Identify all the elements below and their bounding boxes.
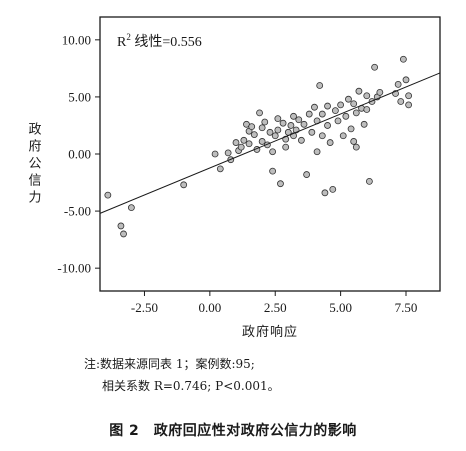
scatter-point	[329, 185, 337, 193]
scatter-point	[350, 100, 358, 108]
scatter-point	[311, 103, 318, 111]
scatter-point	[266, 128, 274, 136]
scatter-point	[300, 120, 308, 128]
scatter-point	[237, 143, 245, 151]
scatter-point	[277, 180, 284, 188]
scatter-point	[339, 132, 347, 140]
scatter-point	[256, 109, 263, 117]
scatter-point	[269, 148, 277, 156]
x-axis-ticks: -2.50 0.00 2.50 5.00 7.50	[131, 291, 417, 315]
x-tick-label: 0.00	[198, 300, 221, 315]
scatter-point	[308, 128, 316, 136]
scatter-point	[405, 101, 413, 109]
scatter-point	[402, 76, 410, 84]
y-tick-label: -10.00	[57, 261, 91, 276]
scatter-point	[282, 143, 290, 151]
scatter-point	[258, 124, 266, 132]
scatter-point	[127, 204, 135, 212]
scatter-point	[224, 149, 232, 157]
scatter-point	[316, 82, 324, 89]
scatter-point	[295, 116, 303, 124]
scatter-point	[245, 140, 253, 148]
scatter-point	[216, 165, 224, 173]
scatter-point	[399, 55, 407, 63]
scatter-point	[371, 63, 379, 71]
note-line-2: 相关系数 R=0.746; P<0.001。	[102, 379, 280, 393]
scatter-point	[352, 109, 360, 117]
y-tick-label: -5.00	[64, 204, 91, 219]
scatter-point	[104, 191, 112, 199]
y-tick-label: 0.00	[68, 147, 91, 162]
scatter-point	[303, 171, 311, 178]
scatter-point	[360, 120, 368, 128]
scatter-point	[287, 122, 295, 129]
scatter-point	[232, 139, 240, 146]
scatter-point	[274, 115, 282, 123]
scatter-point	[180, 181, 188, 189]
plot-frame	[99, 16, 441, 292]
scatter-point	[250, 131, 258, 138]
scatter-point	[355, 87, 363, 95]
scatter-point	[324, 122, 331, 129]
scatter-point	[350, 138, 358, 145]
regression-line	[99, 72, 441, 214]
scatter-point	[394, 80, 402, 88]
scatter-point	[290, 112, 297, 120]
x-tick-label: 7.50	[395, 300, 418, 315]
x-axis-title: 政府响应	[242, 324, 298, 340]
scatter-point	[318, 132, 326, 140]
scatter-point	[397, 98, 405, 105]
scatter-point	[211, 150, 219, 158]
scatter-point	[352, 143, 360, 151]
data-points	[104, 55, 413, 238]
scatter-point	[365, 177, 373, 185]
x-tick-label: 5.00	[329, 300, 352, 315]
scatter-point	[269, 167, 277, 175]
scatter-point	[405, 92, 413, 100]
note-line-1: 注:数据来源同表 1；案例数:95;	[84, 357, 255, 371]
figure-caption: 图 2 政府回应性对政府公信力的影响	[109, 423, 357, 439]
scatter-point	[318, 110, 326, 118]
scatter-point	[258, 138, 266, 145]
x-tick-label: -2.50	[131, 300, 158, 315]
scatter-point	[342, 112, 350, 120]
scatter-point	[376, 88, 384, 96]
scatter-point	[331, 107, 339, 115]
scatter-point	[274, 126, 282, 134]
scatter-point	[326, 139, 334, 146]
scatter-point	[240, 136, 248, 144]
y-tick-label: 10.00	[62, 32, 91, 47]
scatter-point	[271, 132, 279, 140]
scatter-point	[117, 222, 125, 230]
y-axis-ticks: 10.00 5.00 0.00 -5.00 -10.00	[57, 32, 100, 276]
scatter-point	[345, 95, 352, 103]
x-tick-label: 2.50	[264, 300, 287, 315]
r-squared-annotation: R2 线性=0.556	[117, 32, 202, 50]
scatter-point	[305, 110, 313, 118]
scatter-point	[334, 117, 342, 125]
scatter-point	[313, 148, 321, 156]
scatter-point	[279, 119, 287, 127]
scatter-point	[363, 92, 371, 100]
scatter-point	[363, 106, 371, 113]
scatter-point	[347, 125, 355, 133]
scatter-point	[324, 102, 331, 110]
scatter-point	[321, 189, 329, 197]
y-axis-title: 政府公信力	[26, 122, 42, 207]
scatter-point	[120, 230, 127, 238]
scatter-point	[261, 118, 269, 126]
y-tick-label: 5.00	[68, 89, 91, 104]
scatter-point	[297, 136, 305, 144]
scatter-point	[248, 123, 256, 130]
scatter-plot: 10.00 5.00 0.00 -5.00 -10.00 -2.50 0.00 2.50 5.…	[26, 16, 441, 340]
scatter-point	[337, 101, 345, 109]
